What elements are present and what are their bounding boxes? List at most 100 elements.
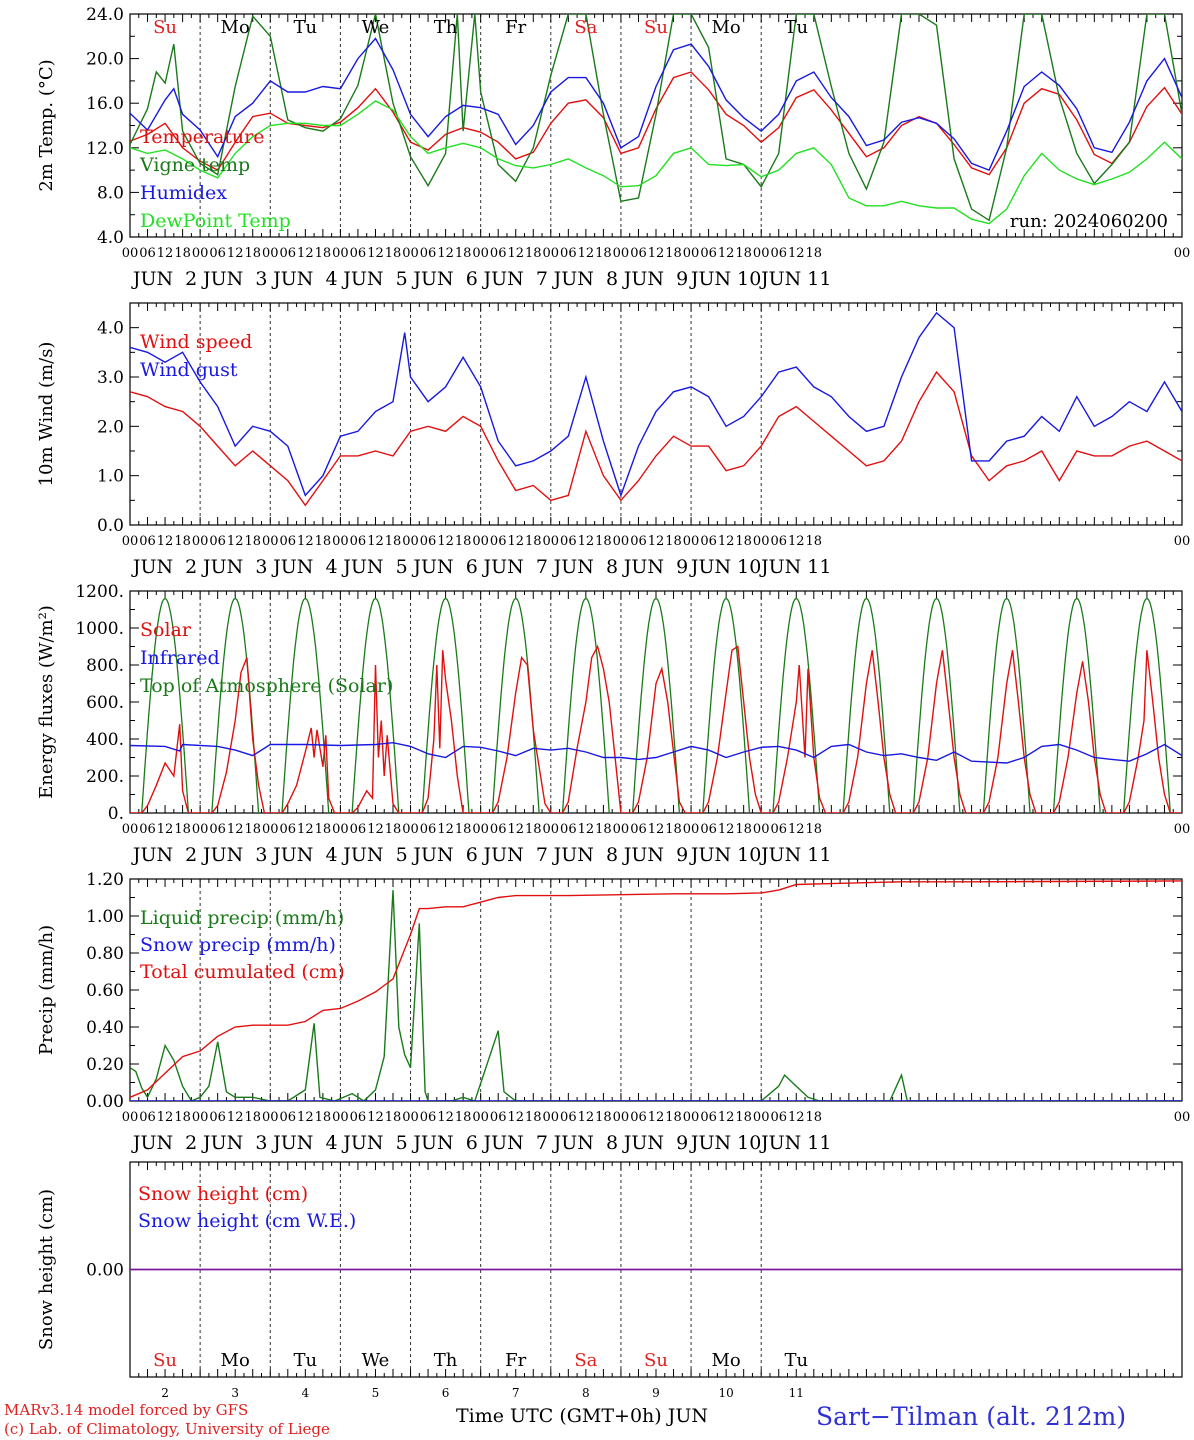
date-label: JUN 8 xyxy=(552,844,618,866)
hour-tick-label: 12 xyxy=(507,534,524,549)
y-tick-label: 2.0 xyxy=(97,417,124,437)
legend-item: Wind gust xyxy=(140,359,238,381)
day-name-top: Th xyxy=(434,17,458,38)
credit-line-2: (c) Lab. of Climatology, University of L… xyxy=(4,1420,330,1438)
hour-tick-label: 06 xyxy=(139,534,156,549)
day-name-bottom: Tu xyxy=(294,1350,318,1371)
day-name-bottom: Su xyxy=(644,1350,668,1371)
y-tick-label: 200. xyxy=(86,767,124,787)
series-line xyxy=(130,741,1182,764)
hour-tick-label: 06 xyxy=(280,1110,297,1125)
hour-tick-label: 00 xyxy=(683,1110,700,1125)
day-name-bottom: Th xyxy=(434,1350,458,1371)
hour-tick-label: 06 xyxy=(209,246,226,261)
hour-tick-label: 00 xyxy=(613,822,630,837)
hour-tick-label: 00 xyxy=(613,534,630,549)
hour-tick-label: 06 xyxy=(350,822,367,837)
hour-tick-label: 00 xyxy=(402,822,419,837)
hour-tick-label: 18 xyxy=(174,822,191,837)
legend-item: Humidex xyxy=(140,182,227,204)
hour-tick-label: 06 xyxy=(630,822,647,837)
hour-tick-label: 12 xyxy=(227,822,244,837)
series-line xyxy=(130,370,1182,507)
hour-tick-label: 18 xyxy=(315,822,332,837)
y-tick-label: 1200. xyxy=(75,582,124,602)
day-number: 3 xyxy=(231,1386,239,1400)
y-tick-label: 8.0 xyxy=(97,183,124,203)
x-axis-title: Time UTC (GMT+0h) JUN xyxy=(456,1405,708,1427)
date-label: JUN 6 xyxy=(411,556,477,578)
day-number: 4 xyxy=(302,1386,310,1400)
hour-tick-label: 06 xyxy=(350,1110,367,1125)
panel-2: 0.0 1.0 2.0 3.0 4.0 10m Wind (m/s) Wind speed W… xyxy=(36,302,1190,578)
series-group xyxy=(130,597,1182,813)
hour-tick-label: 00 xyxy=(262,534,279,549)
y-tick-label: 4.0 xyxy=(97,228,124,248)
hour-tick-label: 00 xyxy=(472,534,489,549)
date-label: JUN 10 xyxy=(689,1132,761,1154)
hour-tick-label: 00 xyxy=(402,1110,419,1125)
day-name-bottom: Mo xyxy=(221,1350,250,1371)
hour-tick-label: 18 xyxy=(385,822,402,837)
date-label: JUN 8 xyxy=(552,268,618,290)
day-name-top: Su xyxy=(153,17,177,38)
y-axis-title: Snow height (cm) xyxy=(36,1189,57,1350)
hour-tick-label: 12 xyxy=(578,1110,595,1125)
hour-tick-label: 18 xyxy=(665,822,682,837)
hour-tick-label: 12 xyxy=(437,534,454,549)
legend-item: Snow height (cm W.E.) xyxy=(138,1210,356,1232)
hour-tick-label: 00 xyxy=(1174,822,1191,837)
hour-tick-label: 18 xyxy=(244,822,261,837)
day-name-bottom: Fr xyxy=(505,1350,526,1371)
hour-tick-label: 00 xyxy=(613,1110,630,1125)
hour-tick-label: 18 xyxy=(315,1110,332,1125)
hour-tick-label: 06 xyxy=(560,1110,577,1125)
panel-frame xyxy=(129,13,1183,238)
date-label: JUN 8 xyxy=(552,556,618,578)
hour-tick-label: 00 xyxy=(262,246,279,261)
hour-tick-label: 12 xyxy=(718,1110,735,1125)
hour-tick-label: 12 xyxy=(437,246,454,261)
y-tick-label: 400. xyxy=(86,730,124,750)
hour-tick-label: 12 xyxy=(507,246,524,261)
y-tick-label: 16.0 xyxy=(86,94,124,114)
hour-tick-label: 18 xyxy=(806,1110,823,1125)
hour-tick-label: 12 xyxy=(227,1110,244,1125)
y-tick-label: 1.00 xyxy=(86,907,124,927)
hour-tick-label: 12 xyxy=(788,246,805,261)
hour-tick-label: 06 xyxy=(560,246,577,261)
hour-tick-label: 00 xyxy=(613,246,630,261)
hour-tick-label: 18 xyxy=(735,534,752,549)
day-name-top: Tu xyxy=(294,17,318,38)
hour-tick-label: 18 xyxy=(665,1110,682,1125)
hour-tick-label: 18 xyxy=(174,534,191,549)
date-label: JUN 3 xyxy=(201,268,267,290)
date-label: JUN 4 xyxy=(271,844,337,866)
hour-tick-label: 18 xyxy=(455,246,472,261)
y-axis-title: Energy fluxes (W/m²) xyxy=(36,605,57,799)
panel-3: 0. 200. 400. 600. 800. 1000. 1200. Energy fluxe… xyxy=(36,582,1191,866)
hour-tick-label: 06 xyxy=(139,822,156,837)
hour-tick-label: 18 xyxy=(595,534,612,549)
hour-tick-label: 06 xyxy=(770,246,787,261)
day-name-bottom: We xyxy=(362,1350,390,1371)
hour-tick-label: 06 xyxy=(280,822,297,837)
hour-tick-label: 00 xyxy=(543,822,560,837)
y-tick-label: 600. xyxy=(86,693,124,713)
legend-item: Snow height (cm) xyxy=(138,1183,308,1205)
hour-tick-label: 12 xyxy=(367,246,384,261)
hour-tick-label: 06 xyxy=(700,534,717,549)
legend-item: Solar xyxy=(140,619,192,641)
y-tick-label: 0. xyxy=(108,804,124,824)
date-label: JUN 6 xyxy=(411,1132,477,1154)
hour-tick-label: 18 xyxy=(665,246,682,261)
hour-tick-label: 00 xyxy=(683,534,700,549)
hour-tick-label: 18 xyxy=(806,534,823,549)
hour-tick-label: 00 xyxy=(332,246,349,261)
y-tick-label: 1.20 xyxy=(86,870,124,890)
date-label: JUN 7 xyxy=(482,844,548,866)
panel-frame xyxy=(129,302,1183,526)
hour-tick-label: 12 xyxy=(297,822,314,837)
series-line xyxy=(130,14,1182,222)
day-name-top: Mo xyxy=(711,17,740,38)
